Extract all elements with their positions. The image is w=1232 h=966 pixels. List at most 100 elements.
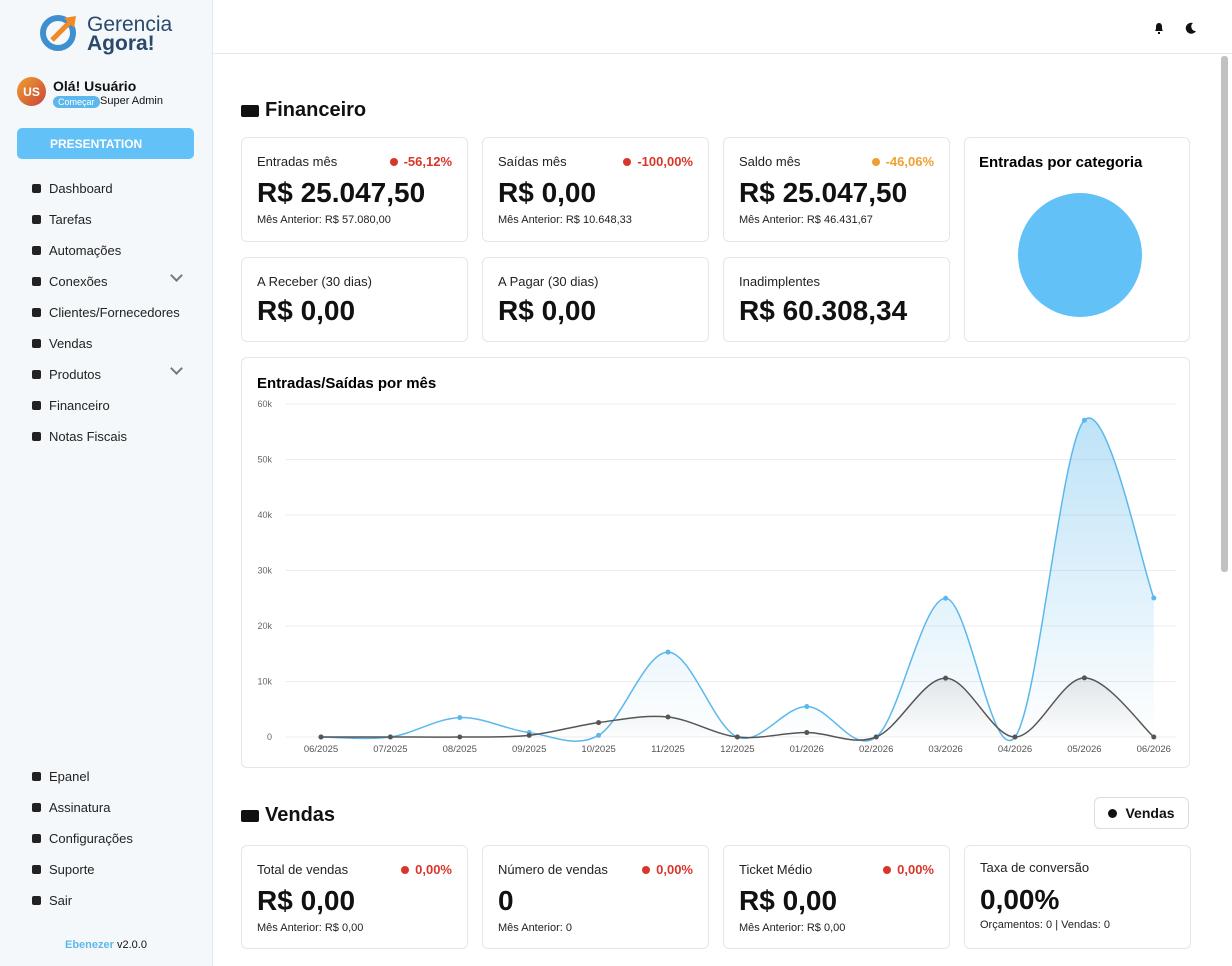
menu-label: Notas Fiscais — [49, 429, 128, 444]
change-value: -100,00% — [637, 154, 693, 169]
point — [526, 732, 532, 738]
menu-item[interactable]: Configurações — [32, 831, 133, 846]
card-value: R$ 0,00 — [498, 295, 597, 326]
point — [804, 703, 810, 709]
chevron — [170, 362, 183, 375]
badge[interactable]: Começar — [53, 96, 100, 108]
menu-label: Vendas — [49, 336, 93, 351]
menu-item[interactable]: Produtos — [32, 367, 101, 382]
y-tick-label: 0 — [267, 732, 272, 742]
point — [734, 734, 740, 740]
section-title: Vendas — [241, 804, 335, 827]
x-tick-label: 07/2025 — [373, 744, 407, 755]
menu-label: Assinatura — [49, 800, 111, 815]
y-tick-label: 50k — [257, 455, 272, 465]
menu-item[interactable]: Clientes/Fornecedores — [32, 305, 180, 320]
x-tick-label: 11/2025 — [651, 744, 685, 755]
card-label: Taxa de conversão — [980, 860, 1090, 875]
stat-card: A Receber (30 dias) R$ 0,00 — [241, 257, 468, 342]
card-previous: Orçamentos: 0 | Vendas: 0 — [980, 919, 1111, 931]
logo-line: Agora! — [87, 32, 155, 55]
menu-item[interactable]: Dashboard — [32, 181, 113, 196]
footer: Ebenezer v2.0.0 — [65, 939, 147, 951]
point — [457, 734, 463, 740]
line-chart-card: Entradas/Saídas por mês 0 10k 20k 30k 40k 50k 6… — [241, 357, 1190, 768]
stat-card: Total de vendas 0,00% R$ 0,00 Mês Anterior:… — [241, 845, 468, 949]
menu-icon — [32, 432, 41, 441]
change-icon — [401, 865, 410, 874]
card-label: Número de vendas — [498, 862, 608, 877]
menu-item[interactable]: Financeiro — [32, 398, 110, 413]
greeting[interactable]: Olá! Usuário — [53, 78, 137, 94]
card-value: R$ 25.047,50 — [257, 177, 426, 208]
point — [943, 595, 949, 601]
menu-label: Suporte — [49, 862, 95, 877]
menu-label: Automações — [49, 243, 122, 258]
menu-icon — [32, 834, 41, 843]
point — [1151, 734, 1157, 740]
point — [873, 734, 879, 740]
menu-icon — [32, 401, 41, 410]
stat-card: A Pagar (30 dias) R$ 0,00 — [482, 257, 709, 342]
menu-label: Produtos — [49, 367, 102, 382]
menu-icon — [32, 865, 41, 874]
menu-icon — [32, 246, 41, 255]
x-tick-label: 06/2026 — [1137, 744, 1171, 755]
theme-icon[interactable] — [1185, 22, 1197, 34]
menu-label: Clientes/Fornecedores — [49, 305, 180, 320]
x-tick-label: 04/2026 — [998, 744, 1032, 755]
role: Super Admin — [100, 95, 163, 107]
menu-icon — [32, 184, 41, 193]
menu-label: Epanel — [49, 769, 90, 784]
card-change: -46,06% — [871, 154, 934, 169]
stat-card: Saídas mês -100,00% R$ 0,00 Mês Anterior: R… — [482, 137, 709, 242]
pie-chart: Entradas por categoria — [979, 154, 1143, 317]
stat-card: Número de vendas 0,00% 0 Mês Anterior: 0 — [482, 845, 709, 949]
avatar[interactable]: US — [17, 77, 46, 106]
section-title: Financeiro — [241, 99, 366, 122]
menu-item[interactable]: Epanel — [32, 769, 89, 784]
logo-text: Gerencia Agora! — [87, 14, 172, 55]
section-title-text: Financeiro — [265, 99, 367, 121]
menu-label: Tarefas — [49, 212, 92, 227]
point — [457, 715, 463, 721]
menu-label: Sair — [49, 893, 73, 908]
menu-item[interactable]: Conexões — [32, 274, 108, 289]
menu-label: Dashboard — [49, 181, 113, 196]
change-icon — [389, 157, 398, 166]
chart-title: Entradas/Saídas por mês — [257, 375, 436, 392]
card-label: Total de vendas — [257, 862, 349, 877]
presentation-button[interactable]: PRESENTATION — [17, 128, 194, 159]
card-label: Entradas mês — [257, 154, 338, 169]
change-icon — [883, 865, 892, 874]
card-change: 0,00% — [883, 862, 934, 877]
pie-slice — [1018, 193, 1142, 317]
card-change: 0,00% — [642, 862, 693, 877]
scrollbar[interactable] — [1221, 56, 1228, 572]
bell-icon[interactable] — [1153, 22, 1165, 34]
menu-item[interactable]: Notas Fiscais — [32, 429, 127, 444]
menu-item[interactable]: Tarefas — [32, 212, 92, 227]
point — [1081, 417, 1087, 423]
card-label: A Receber (30 dias) — [257, 274, 372, 289]
change-value: 0,00% — [656, 862, 693, 877]
menu-icon — [32, 277, 41, 286]
card-label: Saldo mês — [739, 154, 801, 169]
menu-item[interactable]: Assinatura — [32, 800, 110, 815]
stat-card: Inadimplentes R$ 60.308,34 — [723, 257, 950, 342]
card-previous: Mês Anterior: 0 — [498, 922, 572, 934]
menu-item[interactable]: Automações — [32, 243, 121, 258]
menu-item[interactable]: Suporte — [32, 862, 95, 877]
point — [387, 734, 393, 740]
vendas-button[interactable]: Vendas — [1094, 797, 1189, 829]
topbar — [213, 0, 1232, 54]
footer-version: v2.0.0 — [116, 939, 147, 951]
menu-item[interactable]: Vendas — [32, 336, 92, 351]
stat-card: Saldo mês -46,06% R$ 25.047,50 Mês Anterior… — [723, 137, 950, 242]
menu-item[interactable]: Sair — [32, 893, 72, 908]
logo-icon — [40, 15, 76, 51]
menu-icon — [32, 339, 41, 348]
menu-icon — [32, 803, 41, 812]
x-tick-label: 10/2025 — [581, 744, 615, 755]
